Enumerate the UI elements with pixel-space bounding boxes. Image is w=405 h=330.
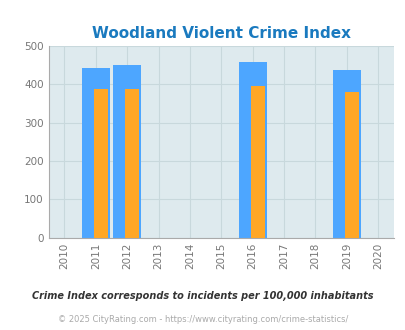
Bar	[94, 89, 107, 238]
Bar	[125, 89, 139, 238]
Bar	[332, 70, 360, 238]
Bar	[113, 65, 141, 238]
Text: Crime Index corresponds to incidents per 100,000 inhabitants: Crime Index corresponds to incidents per…	[32, 291, 373, 301]
Bar	[238, 61, 266, 238]
Bar	[81, 68, 110, 238]
Text: © 2025 CityRating.com - https://www.cityrating.com/crime-statistics/: © 2025 CityRating.com - https://www.city…	[58, 315, 347, 324]
Bar	[250, 85, 264, 238]
Bar	[344, 92, 358, 238]
Title: Woodland Violent Crime Index: Woodland Violent Crime Index	[92, 26, 350, 41]
